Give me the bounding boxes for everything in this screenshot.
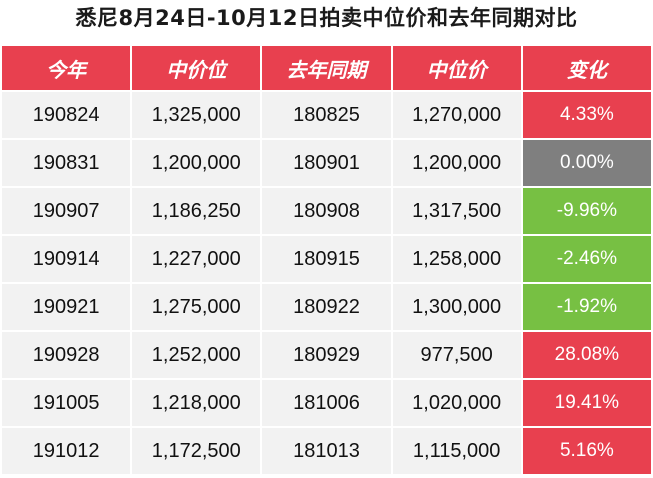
- this-year-cell: 191012: [2, 428, 131, 474]
- this-year-cell: 190921: [2, 284, 131, 330]
- header-this-median: 中价位: [132, 46, 261, 90]
- last-median-cell: 1,115,000: [392, 428, 521, 474]
- last-median-cell: 977,500: [392, 332, 521, 378]
- header-row: 今年 中价位 去年同期 中位价 变化: [2, 46, 651, 90]
- this-median-cell: 1,172,500: [132, 428, 261, 474]
- this-median-cell: 1,252,000: [132, 332, 261, 378]
- last-median-cell: 1,300,000: [392, 284, 521, 330]
- table-row: 190824 1,325,000 180825 1,270,000 4.33%: [2, 92, 651, 138]
- table-row: 190928 1,252,000 180929 977,500 28.08%: [2, 332, 651, 378]
- this-year-cell: 190914: [2, 236, 131, 282]
- this-year-cell: 190907: [2, 188, 131, 234]
- last-median-cell: 1,020,000: [392, 380, 521, 426]
- last-median-cell: 1,317,500: [392, 188, 521, 234]
- change-cell: 5.16%: [522, 428, 651, 474]
- table-body: 190824 1,325,000 180825 1,270,000 4.33% …: [2, 92, 651, 474]
- last-year-cell: 180908: [262, 188, 391, 234]
- this-year-cell: 190928: [2, 332, 131, 378]
- change-cell: 0.00%: [522, 140, 651, 186]
- this-year-cell: 191005: [2, 380, 131, 426]
- header-change: 变化: [522, 46, 651, 90]
- change-cell: -2.46%: [522, 236, 651, 282]
- change-cell: -1.92%: [522, 284, 651, 330]
- table-title: 悉尼8月24日-10月12日拍卖中位价和去年同期对比: [75, 6, 578, 30]
- last-year-cell: 180825: [262, 92, 391, 138]
- change-cell: 4.33%: [522, 92, 651, 138]
- last-median-cell: 1,270,000: [392, 92, 521, 138]
- header-last-median: 中位价: [392, 46, 521, 90]
- change-cell: 19.41%: [522, 380, 651, 426]
- last-year-cell: 180922: [262, 284, 391, 330]
- this-median-cell: 1,275,000: [132, 284, 261, 330]
- this-year-cell: 190824: [2, 92, 131, 138]
- this-median-cell: 1,186,250: [132, 188, 261, 234]
- this-median-cell: 1,218,000: [132, 380, 261, 426]
- this-year-cell: 190831: [2, 140, 131, 186]
- last-median-cell: 1,200,000: [392, 140, 521, 186]
- change-cell: 28.08%: [522, 332, 651, 378]
- table-row: 190914 1,227,000 180915 1,258,000 -2.46%: [2, 236, 651, 282]
- this-median-cell: 1,227,000: [132, 236, 261, 282]
- change-cell: -9.96%: [522, 188, 651, 234]
- last-year-cell: 180915: [262, 236, 391, 282]
- table-row: 191012 1,172,500 181013 1,115,000 5.16%: [2, 428, 651, 474]
- last-year-cell: 180929: [262, 332, 391, 378]
- header-last-year: 去年同期: [262, 46, 391, 90]
- auction-comparison-table: 今年 中价位 去年同期 中位价 变化 190824 1,325,000 1808…: [0, 44, 653, 476]
- table-row: 191005 1,218,000 181006 1,020,000 19.41%: [2, 380, 651, 426]
- table-row: 190907 1,186,250 180908 1,317,500 -9.96%: [2, 188, 651, 234]
- table-row: 190831 1,200,000 180901 1,200,000 0.00%: [2, 140, 651, 186]
- last-median-cell: 1,258,000: [392, 236, 521, 282]
- this-median-cell: 1,200,000: [132, 140, 261, 186]
- table-row: 190921 1,275,000 180922 1,300,000 -1.92%: [2, 284, 651, 330]
- this-median-cell: 1,325,000: [132, 92, 261, 138]
- last-year-cell: 181013: [262, 428, 391, 474]
- last-year-cell: 180901: [262, 140, 391, 186]
- header-this-year: 今年: [2, 46, 131, 90]
- last-year-cell: 181006: [262, 380, 391, 426]
